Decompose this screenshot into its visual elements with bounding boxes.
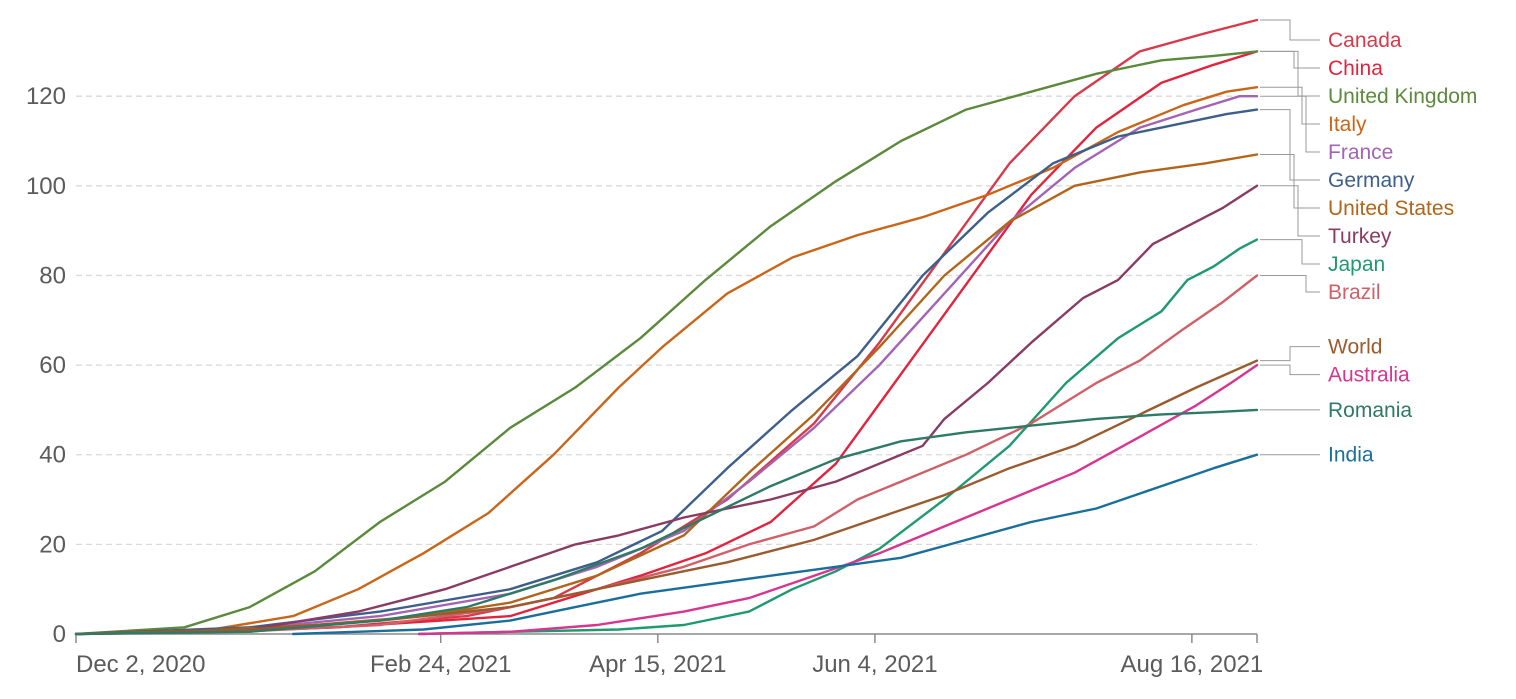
legend-leader-canada [1260,19,1320,41]
legend-leader-australia [1260,364,1320,376]
legend-label-india: India [1328,444,1374,467]
legend-leader-turkey [1260,185,1320,237]
series-line-italy [74,86,1259,636]
series-line-china [74,50,1259,636]
legend-label-romania: Romania [1328,399,1412,422]
series-lines [74,18,1259,636]
legend-leader-japan [1260,239,1320,265]
legend-label-united-states: United States [1328,197,1454,220]
series-line-romania [74,408,1259,636]
legend-label-japan: Japan [1328,253,1385,276]
legend-label-france: France [1328,141,1393,164]
x-tick-label-2: Apr 15, 2021 [589,651,726,678]
legend-label-australia: Australia [1328,364,1410,387]
legend-leader-france [1260,95,1320,153]
series-line-world [74,359,1259,636]
x-tick-label-4: Aug 16, 2021 [1120,651,1263,678]
y-tick-label-120: 120 [26,83,66,110]
x-tick-label-0: Dec 2, 2020 [76,651,205,678]
series-line-france [74,95,1259,636]
legend-leader-world [1260,346,1320,362]
legend-label-china: China [1328,57,1383,80]
series-line-australia [417,363,1259,636]
y-tick-label-100: 100 [26,173,66,200]
legend-label-united-kingdom: United Kingdom [1328,85,1477,108]
legend-label-turkey: Turkey [1328,225,1392,248]
series-line-brazil [74,274,1259,636]
y-tick-label-40: 40 [39,442,66,469]
series-line-united-kingdom [74,50,1259,636]
legend-label-brazil: Brazil [1328,281,1381,304]
series-line-turkey [74,184,1259,636]
legend-label-italy: Italy [1328,113,1367,136]
legend-leader-united-states [1260,154,1320,209]
legend-leader-italy [1260,86,1320,125]
legend-label-world: World [1328,336,1382,359]
series-line-japan [417,238,1259,636]
y-tick-label-20: 20 [39,531,66,558]
legend-leader-brazil [1260,275,1320,293]
y-tick-label-60: 60 [39,352,66,379]
series-line-canada [74,18,1259,636]
x-tick-label-3: Jun 4, 2021 [812,651,937,678]
legend-label-canada: Canada [1328,29,1402,52]
legend-label-germany: Germany [1328,169,1415,192]
legend: Canada China United Kingdom Italy France Germ… [1260,19,1477,467]
axes: 0 20 40 60 80 100 120 Dec 2, 2020 Feb 24, 2021 Ap… [26,83,1263,678]
legend-leader-germany [1260,109,1320,181]
legend-leader-united-kingdom [1260,50,1320,97]
series-line-germany [74,108,1259,636]
legend-leader-china [1260,50,1320,69]
x-tick-label-1: Feb 24, 2021 [370,651,511,678]
y-tick-label-80: 80 [39,262,66,289]
grid [76,95,1257,546]
series-line-india [291,453,1259,636]
y-tick-label-0: 0 [53,621,66,648]
